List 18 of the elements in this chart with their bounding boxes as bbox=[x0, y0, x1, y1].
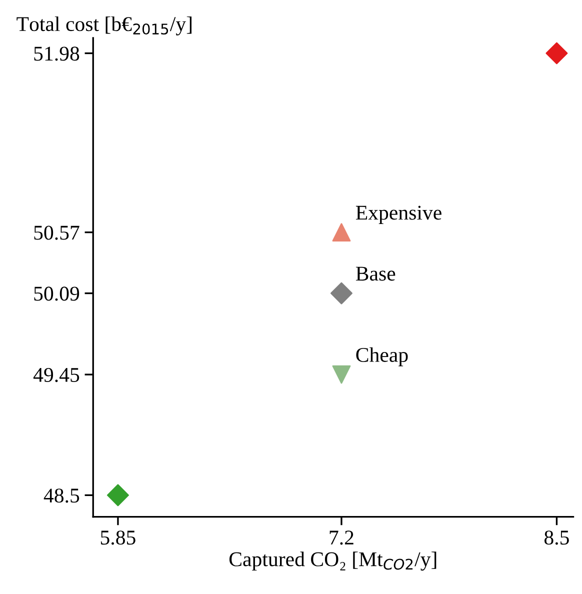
point bbox=[546, 42, 568, 64]
series-label: Base bbox=[356, 266, 396, 281]
point bbox=[332, 365, 351, 384]
y-tick-label: 49.45 bbox=[33, 368, 80, 382]
y-axis-title: Total cost [b€$_{2015}$/y] bbox=[16, 16, 192, 36]
y-tick-label: 51.98 bbox=[34, 46, 80, 61]
y-tick-label: 50.09 bbox=[34, 286, 80, 301]
y-tick-label: 50.57 bbox=[34, 226, 80, 240]
series-label: Expensive bbox=[356, 206, 442, 224]
x-axis-title: Captured CO₂ [Mt$_{CO2}$/y] bbox=[229, 552, 436, 571]
point bbox=[106, 484, 129, 506]
x-tick-label: 8.5 bbox=[544, 530, 569, 545]
x-tick-label: 5.85 bbox=[100, 530, 136, 545]
series-label: Cheap bbox=[356, 347, 408, 366]
point bbox=[330, 282, 352, 304]
point bbox=[332, 223, 351, 242]
y-tick-label: 48.5 bbox=[44, 488, 80, 503]
x-tick-label: 7.2 bbox=[330, 530, 354, 545]
